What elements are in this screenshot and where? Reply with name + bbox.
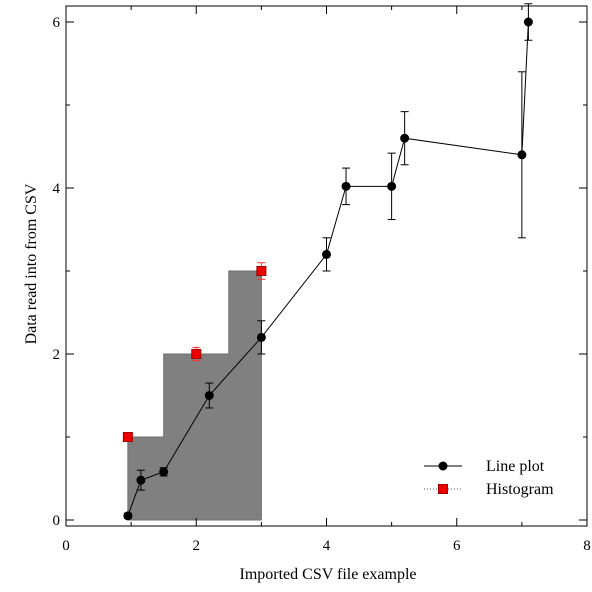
legend-line-plot-marker xyxy=(438,461,448,471)
line-plot-point-1 xyxy=(123,511,133,521)
legend-line-plot-label: Line plot xyxy=(486,458,545,475)
histogram-area xyxy=(127,270,262,521)
line-plot-point-3 xyxy=(159,467,169,477)
legend-histogram-label: Histogram xyxy=(486,481,554,498)
legend-line-plot: Line plot xyxy=(424,458,545,475)
legend-histogram-marker xyxy=(438,484,448,494)
x-tick-label-2: 2 xyxy=(193,538,201,554)
x-axis-label: Imported CSV file example xyxy=(240,566,417,583)
legend-histogram: Histogram xyxy=(424,481,554,498)
histogram-point-3 xyxy=(256,266,267,276)
line-plot-point-8 xyxy=(387,181,397,191)
line-plot-point-9 xyxy=(400,133,410,143)
x-tick-label-1: 0 xyxy=(62,538,70,554)
histogram-point-2 xyxy=(191,349,202,359)
axes: 0 2 4 6 8 0 2 4 6 xyxy=(53,6,591,554)
line-plot-point-6 xyxy=(322,249,331,259)
y-tick-label-2: 2 xyxy=(53,347,61,363)
legend: Line plot Histogram xyxy=(424,458,554,498)
x-tick-label-5: 8 xyxy=(583,538,591,554)
line-plot-point-2 xyxy=(136,475,146,485)
y-tick-label-3: 4 xyxy=(53,181,61,197)
line-plot-point-7 xyxy=(341,181,351,191)
y-tick-label-4: 6 xyxy=(53,15,61,31)
x-tick-label-4: 6 xyxy=(453,538,461,554)
x-tick-label-3: 4 xyxy=(323,538,331,554)
line-plot-point-10 xyxy=(517,150,527,160)
y-tick-label-1: 0 xyxy=(53,513,61,529)
line-plot-point-4 xyxy=(204,391,214,400)
line-plot-point-5 xyxy=(256,332,266,342)
plot-area xyxy=(122,3,533,521)
line-plot-point-11 xyxy=(523,17,533,27)
y-axis-label: Data read into from CSV xyxy=(23,183,40,344)
histogram-point-1 xyxy=(122,432,133,442)
